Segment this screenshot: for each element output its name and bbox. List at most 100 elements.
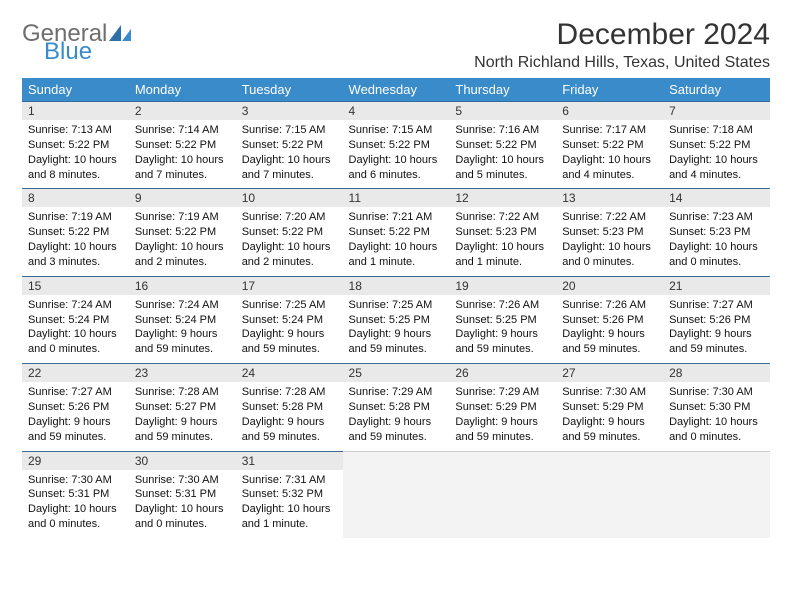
day-number-cell: 12 bbox=[449, 189, 556, 208]
day-content-cell: Sunrise: 7:26 AMSunset: 5:25 PMDaylight:… bbox=[449, 295, 556, 364]
daylight-text: Daylight: 10 hours and 0 minutes. bbox=[669, 240, 764, 270]
daylight-text: Daylight: 9 hours and 59 minutes. bbox=[135, 327, 230, 357]
daylight-text: Daylight: 10 hours and 0 minutes. bbox=[562, 240, 657, 270]
daylight-text: Daylight: 10 hours and 7 minutes. bbox=[135, 153, 230, 183]
day-number-cell: 21 bbox=[663, 276, 770, 295]
sunrise-text: Sunrise: 7:30 AM bbox=[135, 473, 230, 488]
day-content-cell: Sunrise: 7:24 AMSunset: 5:24 PMDaylight:… bbox=[22, 295, 129, 364]
weekday-header: Tuesday bbox=[236, 78, 343, 102]
weekday-header: Friday bbox=[556, 78, 663, 102]
sunrise-text: Sunrise: 7:19 AM bbox=[135, 210, 230, 225]
day-content-cell: Sunrise: 7:31 AMSunset: 5:32 PMDaylight:… bbox=[236, 470, 343, 538]
day-content-cell: Sunrise: 7:28 AMSunset: 5:28 PMDaylight:… bbox=[236, 382, 343, 451]
day-content-cell: Sunrise: 7:24 AMSunset: 5:24 PMDaylight:… bbox=[129, 295, 236, 364]
sunset-text: Sunset: 5:29 PM bbox=[562, 400, 657, 415]
sunrise-text: Sunrise: 7:22 AM bbox=[455, 210, 550, 225]
daylight-text: Daylight: 9 hours and 59 minutes. bbox=[455, 327, 550, 357]
sunset-text: Sunset: 5:22 PM bbox=[135, 138, 230, 153]
day-content-cell: Sunrise: 7:23 AMSunset: 5:23 PMDaylight:… bbox=[663, 207, 770, 276]
sunrise-text: Sunrise: 7:18 AM bbox=[669, 123, 764, 138]
sunrise-text: Sunrise: 7:30 AM bbox=[669, 385, 764, 400]
sunset-text: Sunset: 5:24 PM bbox=[28, 313, 123, 328]
sunrise-text: Sunrise: 7:17 AM bbox=[562, 123, 657, 138]
weekday-header: Thursday bbox=[449, 78, 556, 102]
day-content-cell bbox=[343, 470, 450, 538]
day-content-row: Sunrise: 7:24 AMSunset: 5:24 PMDaylight:… bbox=[22, 295, 770, 364]
daylight-text: Daylight: 9 hours and 59 minutes. bbox=[242, 415, 337, 445]
day-number-cell: 24 bbox=[236, 364, 343, 383]
day-content-cell: Sunrise: 7:13 AMSunset: 5:22 PMDaylight:… bbox=[22, 120, 129, 189]
sunrise-text: Sunrise: 7:21 AM bbox=[349, 210, 444, 225]
sunset-text: Sunset: 5:25 PM bbox=[349, 313, 444, 328]
day-content-cell: Sunrise: 7:15 AMSunset: 5:22 PMDaylight:… bbox=[343, 120, 450, 189]
daylight-text: Daylight: 10 hours and 5 minutes. bbox=[455, 153, 550, 183]
day-content-cell: Sunrise: 7:16 AMSunset: 5:22 PMDaylight:… bbox=[449, 120, 556, 189]
daylight-text: Daylight: 9 hours and 59 minutes. bbox=[455, 415, 550, 445]
day-number-cell: 5 bbox=[449, 102, 556, 121]
sunset-text: Sunset: 5:31 PM bbox=[135, 487, 230, 502]
day-content-cell: Sunrise: 7:29 AMSunset: 5:28 PMDaylight:… bbox=[343, 382, 450, 451]
day-number-cell: 3 bbox=[236, 102, 343, 121]
page-header: General Blue December 2024 North Richlan… bbox=[22, 18, 770, 72]
day-number-cell: 25 bbox=[343, 364, 450, 383]
sunrise-text: Sunrise: 7:20 AM bbox=[242, 210, 337, 225]
sunset-text: Sunset: 5:22 PM bbox=[349, 225, 444, 240]
day-number-cell: 10 bbox=[236, 189, 343, 208]
sunset-text: Sunset: 5:26 PM bbox=[669, 313, 764, 328]
sunset-text: Sunset: 5:22 PM bbox=[242, 138, 337, 153]
sunset-text: Sunset: 5:30 PM bbox=[669, 400, 764, 415]
day-content-cell bbox=[556, 470, 663, 538]
day-content-cell bbox=[449, 470, 556, 538]
day-number-cell: 15 bbox=[22, 276, 129, 295]
sunrise-text: Sunrise: 7:19 AM bbox=[28, 210, 123, 225]
day-content-row: Sunrise: 7:13 AMSunset: 5:22 PMDaylight:… bbox=[22, 120, 770, 189]
day-number-cell: 4 bbox=[343, 102, 450, 121]
sunrise-text: Sunrise: 7:27 AM bbox=[669, 298, 764, 313]
daylight-text: Daylight: 10 hours and 0 minutes. bbox=[669, 415, 764, 445]
day-number-cell: 11 bbox=[343, 189, 450, 208]
sunset-text: Sunset: 5:23 PM bbox=[669, 225, 764, 240]
daylight-text: Daylight: 10 hours and 0 minutes. bbox=[28, 502, 123, 532]
daylight-text: Daylight: 9 hours and 59 minutes. bbox=[562, 327, 657, 357]
sunset-text: Sunset: 5:22 PM bbox=[349, 138, 444, 153]
daylight-text: Daylight: 10 hours and 1 minute. bbox=[349, 240, 444, 270]
day-number-cell: 27 bbox=[556, 364, 663, 383]
day-content-cell: Sunrise: 7:27 AMSunset: 5:26 PMDaylight:… bbox=[663, 295, 770, 364]
daylight-text: Daylight: 9 hours and 59 minutes. bbox=[349, 327, 444, 357]
day-content-row: Sunrise: 7:19 AMSunset: 5:22 PMDaylight:… bbox=[22, 207, 770, 276]
logo-sail-icon bbox=[109, 25, 131, 41]
sunrise-text: Sunrise: 7:14 AM bbox=[135, 123, 230, 138]
weekday-header: Monday bbox=[129, 78, 236, 102]
calendar-page: General Blue December 2024 North Richlan… bbox=[0, 0, 792, 548]
day-number-row: 891011121314 bbox=[22, 189, 770, 208]
day-content-cell: Sunrise: 7:28 AMSunset: 5:27 PMDaylight:… bbox=[129, 382, 236, 451]
sunrise-text: Sunrise: 7:29 AM bbox=[349, 385, 444, 400]
day-number-cell: 7 bbox=[663, 102, 770, 121]
location-text: North Richland Hills, Texas, United Stat… bbox=[474, 54, 770, 72]
day-number-cell: 30 bbox=[129, 451, 236, 470]
day-number-cell bbox=[663, 451, 770, 470]
sunrise-text: Sunrise: 7:22 AM bbox=[562, 210, 657, 225]
daylight-text: Daylight: 9 hours and 59 minutes. bbox=[669, 327, 764, 357]
sunrise-text: Sunrise: 7:26 AM bbox=[455, 298, 550, 313]
sunrise-text: Sunrise: 7:30 AM bbox=[28, 473, 123, 488]
sunset-text: Sunset: 5:23 PM bbox=[562, 225, 657, 240]
day-number-cell bbox=[449, 451, 556, 470]
sunset-text: Sunset: 5:31 PM bbox=[28, 487, 123, 502]
sunrise-text: Sunrise: 7:24 AM bbox=[135, 298, 230, 313]
day-content-cell: Sunrise: 7:26 AMSunset: 5:26 PMDaylight:… bbox=[556, 295, 663, 364]
day-number-cell: 31 bbox=[236, 451, 343, 470]
day-content-cell: Sunrise: 7:29 AMSunset: 5:29 PMDaylight:… bbox=[449, 382, 556, 451]
logo-text-2: Blue bbox=[22, 40, 131, 64]
sunset-text: Sunset: 5:23 PM bbox=[455, 225, 550, 240]
day-number-cell: 1 bbox=[22, 102, 129, 121]
day-number-row: 22232425262728 bbox=[22, 364, 770, 383]
day-number-cell: 16 bbox=[129, 276, 236, 295]
sunset-text: Sunset: 5:22 PM bbox=[28, 225, 123, 240]
daylight-text: Daylight: 10 hours and 0 minutes. bbox=[28, 327, 123, 357]
daylight-text: Daylight: 9 hours and 59 minutes. bbox=[349, 415, 444, 445]
day-number-cell: 19 bbox=[449, 276, 556, 295]
day-content-row: Sunrise: 7:27 AMSunset: 5:26 PMDaylight:… bbox=[22, 382, 770, 451]
sunrise-text: Sunrise: 7:13 AM bbox=[28, 123, 123, 138]
sunrise-text: Sunrise: 7:26 AM bbox=[562, 298, 657, 313]
